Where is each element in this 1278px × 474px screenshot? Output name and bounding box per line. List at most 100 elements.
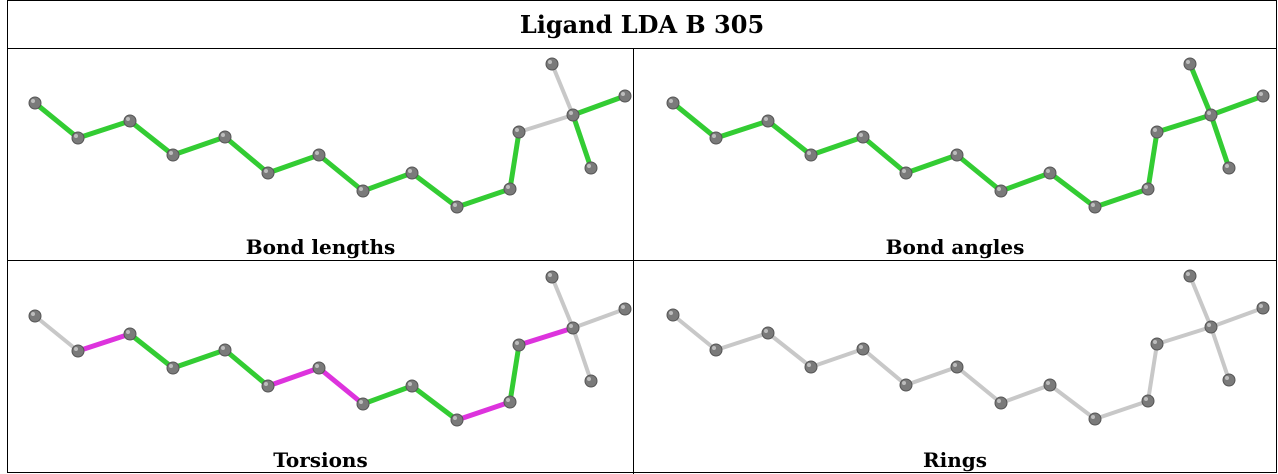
bond-neutral — [671, 313, 718, 352]
atom — [856, 342, 870, 356]
atom-highlight — [587, 164, 591, 168]
atom-highlight — [997, 187, 1001, 191]
bond-neutral — [1188, 274, 1213, 329]
bond-ok — [360, 170, 415, 194]
bond-ok — [903, 152, 960, 176]
atom — [1256, 301, 1270, 315]
atom-highlight — [1153, 340, 1157, 344]
atom-highlight — [621, 305, 625, 309]
bond-ok — [127, 118, 176, 158]
atom — [405, 379, 419, 393]
atom — [123, 327, 137, 341]
bond-ok — [32, 100, 81, 141]
atom-highlight — [712, 346, 716, 350]
bond-ok — [170, 134, 228, 158]
atom-highlight — [1207, 111, 1211, 115]
caption-bond-lengths: Bond lengths — [245, 235, 396, 259]
panel-torsions: Torsions — [8, 261, 633, 472]
bond-ok — [75, 118, 133, 141]
atom — [123, 114, 137, 128]
atom — [166, 361, 180, 375]
row-divider — [8, 260, 1276, 261]
atom — [950, 148, 964, 162]
atom-highlight — [997, 399, 1001, 403]
atom — [545, 270, 559, 284]
bond-neutral — [1155, 325, 1213, 346]
atom — [761, 326, 775, 340]
atom — [218, 343, 232, 357]
bond-ok — [1145, 129, 1160, 192]
bond-neutral — [33, 314, 80, 353]
ligand-title: Ligand LDA B 305 — [519, 10, 765, 39]
atom — [584, 374, 598, 388]
atom-highlight — [408, 169, 412, 173]
atom-highlight — [408, 382, 412, 386]
atom-highlight — [859, 133, 863, 137]
atom — [450, 200, 464, 214]
bond-ok — [265, 152, 322, 176]
atom-highlight — [359, 187, 363, 191]
atom — [709, 343, 723, 357]
atom — [709, 131, 723, 145]
atom-highlight — [1153, 128, 1157, 132]
atom-highlight — [506, 185, 510, 189]
bond-ok — [127, 331, 176, 371]
atom-highlight — [1091, 203, 1095, 207]
atom — [994, 396, 1008, 410]
panel-rings: Rings — [634, 261, 1276, 472]
atom-highlight — [1144, 185, 1148, 189]
atom — [512, 125, 526, 139]
atom-highlight — [1091, 415, 1095, 419]
atom-highlight — [453, 416, 457, 420]
bond-ok — [1208, 93, 1266, 118]
atom — [512, 338, 526, 352]
atom-highlight — [515, 128, 519, 132]
atom-highlight — [221, 346, 225, 350]
atom-highlight — [315, 151, 319, 155]
atom — [450, 413, 464, 427]
column-divider — [633, 48, 634, 474]
bond-ok — [222, 347, 271, 389]
atom-highlight — [764, 329, 768, 333]
atom-highlight — [1259, 92, 1263, 96]
atom — [1204, 320, 1218, 334]
bond-ok — [570, 93, 628, 118]
atom — [856, 130, 870, 144]
atom-highlight — [74, 134, 78, 138]
atom-highlight — [74, 347, 78, 351]
bond-ok — [222, 134, 271, 176]
atom — [666, 96, 680, 110]
ligand-validation-table: Ligand LDA B 305 Bond lengths Bond angle… — [7, 0, 1277, 474]
atom — [1088, 412, 1102, 426]
atom-highlight — [712, 134, 716, 138]
atom-highlight — [859, 345, 863, 349]
atom-highlight — [587, 377, 591, 381]
bond-ok — [360, 383, 415, 407]
atom-highlight — [953, 151, 957, 155]
bond-neutral — [955, 365, 1003, 405]
bond-neutral — [714, 331, 770, 352]
bond-ok — [409, 170, 460, 210]
bond-neutral — [1048, 383, 1097, 421]
bond-ok — [454, 186, 513, 210]
atom — [804, 148, 818, 162]
atom-highlight — [569, 111, 573, 115]
atom-highlight — [264, 169, 268, 173]
atom — [1088, 200, 1102, 214]
bond-ok — [765, 118, 814, 158]
atom-highlight — [548, 60, 552, 64]
bond-neutral — [571, 307, 627, 330]
atom — [1183, 269, 1197, 283]
atom — [950, 360, 964, 374]
atom — [584, 161, 598, 175]
atom-highlight — [169, 151, 173, 155]
atom-highlight — [807, 151, 811, 155]
bond-ok — [409, 383, 460, 423]
bond-neutral — [1093, 399, 1150, 421]
bond-neutral — [571, 326, 593, 383]
bond-ok — [507, 342, 522, 405]
atom-highlight — [453, 203, 457, 207]
atom-highlight — [548, 273, 552, 277]
bond-neutral — [1146, 342, 1159, 403]
atom — [566, 321, 580, 335]
